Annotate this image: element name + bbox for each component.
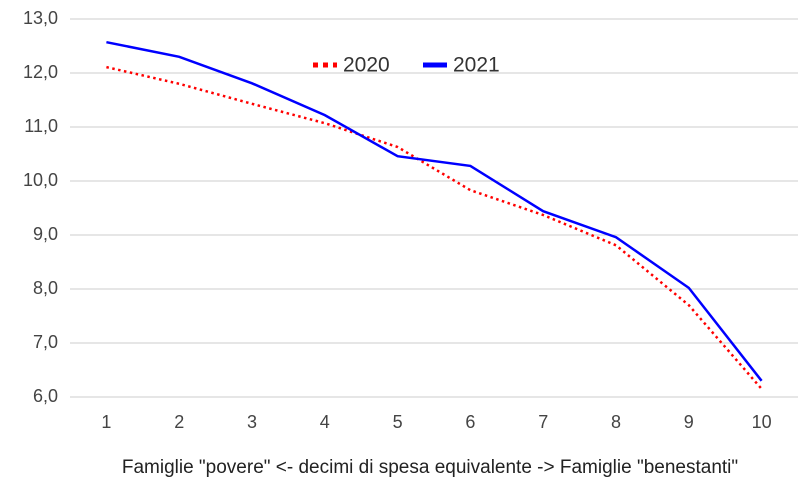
x-tick-label: 2	[174, 412, 184, 432]
x-tick-label: 10	[752, 412, 772, 432]
x-axis-label: Famiglie "povere" <- decimi di spesa equ…	[122, 457, 738, 478]
x-tick-label: 8	[611, 412, 621, 432]
legend-label: 2021	[453, 54, 500, 77]
y-tick-label: 7,0	[33, 332, 58, 352]
x-tick-label: 1	[101, 412, 111, 432]
y-tick-label: 6,0	[33, 386, 58, 406]
series-line	[106, 40, 763, 382]
x-tick-label: 9	[684, 412, 694, 432]
y-tick-label: 8,0	[33, 278, 58, 298]
legend-label: 2020	[343, 54, 390, 77]
series-line	[106, 65, 763, 390]
x-tick-label: 4	[320, 412, 330, 432]
y-tick-label: 10,0	[23, 170, 58, 190]
x-tick-label: 3	[247, 412, 257, 432]
y-tick-label: 13,0	[23, 8, 58, 28]
y-tick-label: 11,0	[24, 116, 58, 136]
x-tick-label: 5	[393, 412, 403, 432]
x-tick-label: 7	[538, 412, 548, 432]
y-tick-label: 9,0	[33, 224, 58, 244]
y-tick-label: 12,0	[23, 62, 58, 82]
x-tick-label: 6	[465, 412, 475, 432]
